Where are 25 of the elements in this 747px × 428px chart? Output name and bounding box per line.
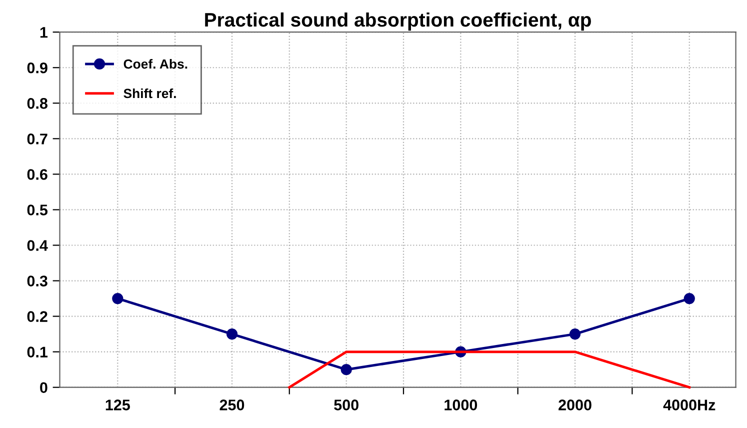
- x-tick-label: 1000: [444, 400, 478, 410]
- y-tick-label: 0.7: [27, 134, 48, 144]
- y-tick-label: 0.3: [27, 276, 48, 286]
- y-tick-label: 0.9: [27, 62, 48, 74]
- x-tick-label: 250: [220, 400, 244, 410]
- x-tick-label: 125: [106, 400, 130, 410]
- point: [340, 364, 352, 376]
- y-tick-label: 0: [40, 382, 48, 394]
- x-tick-label: 500: [334, 400, 358, 410]
- point: [112, 292, 124, 304]
- y-tick-label: 0.4: [27, 240, 48, 251]
- chart-title: Practical sound absorption coefficient, αp: [205, 12, 591, 31]
- point: [684, 292, 695, 304]
- point: [569, 328, 581, 340]
- y-tick-label: 0.6: [27, 169, 48, 180]
- point: [226, 328, 238, 340]
- legend-label: Shift ref.: [124, 88, 176, 98]
- y-tick-label: 0.1: [27, 346, 48, 358]
- y-tick-label: 0.2: [27, 311, 48, 322]
- y-tick-label: 0.8: [27, 98, 48, 109]
- x-tick-label: 4000Hz: [663, 400, 716, 410]
- y-tick-label: 0.5: [27, 204, 48, 216]
- x-tick-label: 2000: [558, 400, 592, 410]
- legend-label: Coef. Abs.: [124, 58, 188, 69]
- y-tick-label: 1: [40, 27, 48, 38]
